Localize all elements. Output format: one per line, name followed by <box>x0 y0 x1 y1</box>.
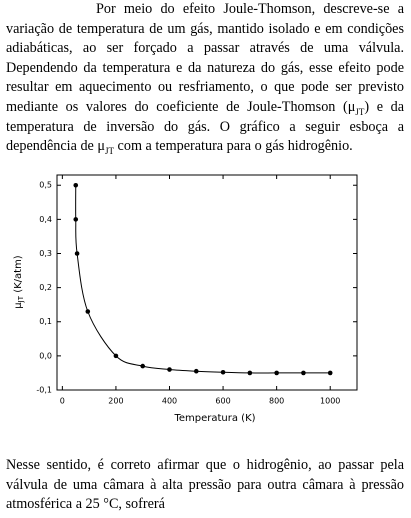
data-point <box>220 369 226 375</box>
data-point <box>327 370 333 376</box>
y-tick-label: 0,2 <box>39 283 52 292</box>
y-tick-label: 0,5 <box>39 181 52 190</box>
intro-paragraph: Por meio do efeito Joule-Thomson, descre… <box>6 0 404 157</box>
x-axis-label: Temperatura (K) <box>173 413 255 424</box>
x-tick-label: 0 <box>60 397 65 406</box>
text: Nesse sentido, é correto afirmar que o h… <box>6 457 404 513</box>
text: μ <box>13 302 24 309</box>
data-point <box>301 370 306 376</box>
x-tick-label: 400 <box>162 397 177 406</box>
y-tick-label: 0,1 <box>39 317 52 326</box>
data-point <box>73 182 79 188</box>
x-tick-label: 600 <box>215 397 230 406</box>
x-tick-label: 200 <box>108 397 123 406</box>
text: ) e da temperatura de inversão do gás. O… <box>6 98 404 155</box>
y-axis-label: μJT (K/atm) <box>13 255 25 309</box>
subscript: JT <box>105 145 114 156</box>
data-point <box>167 367 172 372</box>
plot-frame <box>56 174 358 391</box>
y-tick-label: 0,3 <box>39 249 52 258</box>
y-tick-label: -0,1 <box>36 386 52 395</box>
data-point <box>193 368 199 374</box>
y-tick-label: 0,4 <box>39 215 52 224</box>
data-point <box>74 251 80 256</box>
data-point <box>140 363 146 369</box>
question-paragraph: Nesse sentido, é correto afirmar que o h… <box>6 456 404 515</box>
subscript: JT <box>355 106 365 117</box>
text: com a temperatura para o gás hidrogênio. <box>114 138 353 155</box>
fit-curve <box>75 185 331 374</box>
data-point <box>274 370 279 376</box>
chart: Temperatura (K) μJT (K/atm) -0,1 0,0 0,1 0,… <box>13 174 358 424</box>
data-point <box>85 309 91 314</box>
text: Por meio do efeito Joule-Thomson, descre… <box>6 1 404 115</box>
y-tick-label: 0,0 <box>39 351 52 360</box>
x-tick-label: 1000 <box>320 397 340 406</box>
text: (K/atm) <box>13 255 24 296</box>
data-point <box>113 353 119 359</box>
data-point <box>73 217 79 222</box>
data-point <box>247 370 253 376</box>
x-tick-label: 800 <box>269 397 284 406</box>
subscript: JT <box>17 295 25 303</box>
